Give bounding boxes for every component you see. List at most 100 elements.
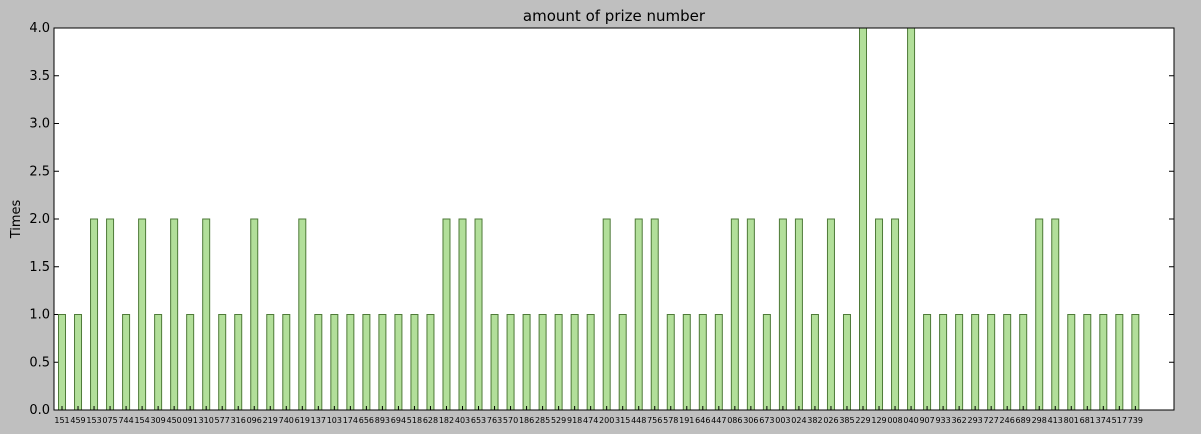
- x-tick-label-933: 933: [935, 416, 950, 425]
- x-tick-label-285: 285: [535, 416, 550, 425]
- x-tick-label-024: 024: [791, 416, 806, 425]
- x-tick-label-246: 246: [1000, 416, 1015, 425]
- bar-577: [218, 314, 227, 411]
- y-tick-label: 4.0: [29, 21, 50, 36]
- bar-403: [458, 218, 467, 411]
- x-tick-label-918: 918: [567, 416, 582, 425]
- bar-918: [570, 314, 579, 411]
- x-tick-label-182: 182: [439, 416, 454, 425]
- x-tick-label-096: 096: [247, 416, 262, 425]
- chart-title: amount of prize number: [523, 7, 706, 25]
- y-tick-label: 2.0: [29, 212, 50, 227]
- bar-763: [490, 314, 499, 411]
- bar-459: [74, 314, 83, 411]
- x-tick-label-518: 518: [407, 416, 422, 425]
- bar-893: [378, 314, 387, 411]
- x-tick-label-362: 362: [951, 416, 966, 425]
- x-tick-label-689: 689: [1016, 416, 1031, 425]
- x-tick-label-086: 086: [727, 416, 742, 425]
- x-tick-label-459: 459: [70, 416, 85, 425]
- bar-024: [794, 218, 803, 411]
- x-tick-label-374: 374: [1096, 416, 1111, 425]
- x-tick-label-298: 298: [1032, 416, 1047, 425]
- bar-191: [682, 314, 691, 411]
- bar-529: [554, 314, 563, 411]
- y-axis-label: Times: [9, 199, 24, 239]
- x-tick-label-448: 448: [631, 416, 646, 425]
- x-tick-label-191: 191: [679, 416, 694, 425]
- bar-413: [1051, 218, 1060, 411]
- x-tick-label-200: 200: [599, 416, 614, 425]
- bar-309: [154, 314, 163, 411]
- x-tick-label-578: 578: [663, 416, 678, 425]
- x-tick-label-619: 619: [295, 416, 310, 425]
- bar-740: [282, 314, 291, 411]
- x-tick-label-450: 450: [166, 416, 181, 425]
- bar-186: [522, 314, 531, 411]
- bar-619: [298, 218, 307, 411]
- x-axis-ticks: 151 459 153 075 744 154 309 450 091 310 577 316 096 2…: [54, 406, 1143, 425]
- x-tick-label-315: 315: [615, 416, 630, 425]
- bar-096: [250, 218, 259, 411]
- bar-008: [891, 218, 900, 411]
- bar-447: [714, 314, 723, 411]
- bar-518: [410, 314, 419, 411]
- x-tick-label-628: 628: [423, 416, 438, 425]
- x-tick-label-413: 413: [1048, 416, 1063, 425]
- bar-075: [106, 218, 115, 411]
- bar-578: [666, 314, 675, 411]
- bar-229: [859, 27, 867, 411]
- x-tick-label-763: 763: [487, 416, 502, 425]
- bar-448: [634, 218, 643, 411]
- x-tick-label-694: 694: [391, 416, 406, 425]
- x-tick-label-727: 727: [984, 416, 999, 425]
- bar-091: [186, 314, 195, 411]
- bar-382: [810, 314, 819, 411]
- x-tick-label-646: 646: [695, 416, 710, 425]
- bar-040: [907, 27, 916, 411]
- y-tick-label: 3.0: [29, 117, 50, 132]
- bar-154: [138, 218, 147, 411]
- bar-182: [442, 218, 451, 411]
- x-tick-label-174: 174: [343, 416, 358, 425]
- x-tick-label-151: 151: [54, 416, 69, 425]
- bar-673: [762, 314, 771, 411]
- bar-646: [698, 314, 707, 411]
- x-tick-label-008: 008: [887, 416, 902, 425]
- bar-653: [474, 218, 483, 411]
- bar-315: [618, 314, 627, 411]
- x-tick-label-153: 153: [86, 416, 101, 425]
- bar-316: [234, 314, 243, 411]
- x-tick-label-653: 653: [471, 416, 486, 425]
- bar-385: [842, 314, 851, 411]
- x-tick-label-570: 570: [503, 416, 518, 425]
- bar-727: [987, 314, 996, 411]
- x-tick-label-385: 385: [839, 416, 854, 425]
- bar-298: [1035, 218, 1044, 411]
- x-tick-label-040: 040: [903, 416, 918, 425]
- x-tick-label-517: 517: [1112, 416, 1127, 425]
- x-tick-label-739: 739: [1128, 416, 1143, 425]
- x-tick-label-309: 309: [150, 416, 165, 425]
- bar-103: [330, 314, 339, 411]
- x-tick-label-740: 740: [279, 416, 294, 425]
- bar-026: [826, 218, 835, 411]
- bar-689: [1019, 314, 1028, 411]
- y-tick-label: 1.5: [29, 260, 50, 275]
- x-tick-label-003: 003: [775, 416, 790, 425]
- bar-681: [1083, 314, 1092, 411]
- x-tick-label-382: 382: [807, 416, 822, 425]
- bar-739: [1131, 314, 1140, 411]
- x-tick-label-310: 310: [199, 416, 214, 425]
- bar-003: [778, 218, 787, 411]
- x-tick-label-229: 229: [855, 416, 870, 425]
- bar-285: [538, 314, 547, 411]
- bar-306: [746, 218, 755, 411]
- bar-219: [266, 314, 275, 411]
- x-tick-label-026: 026: [823, 416, 838, 425]
- bar-174: [346, 314, 355, 411]
- y-tick-label: 3.5: [29, 69, 50, 84]
- bar-694: [394, 314, 403, 411]
- bar-137: [314, 314, 323, 411]
